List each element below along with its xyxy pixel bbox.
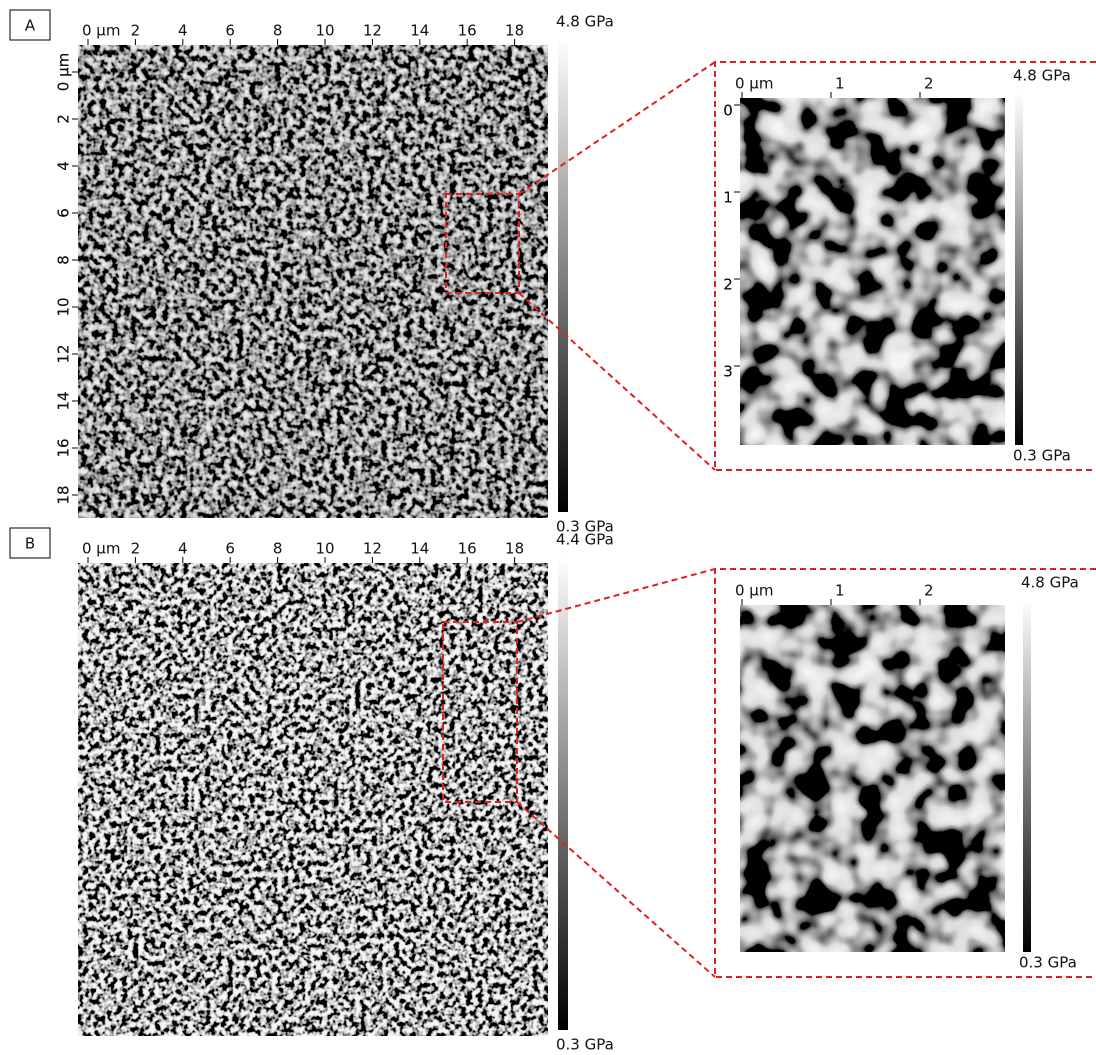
x-tick-label: 14 [410,22,429,40]
colorbar [1023,599,1031,952]
x-tick-label: 18 [505,540,524,558]
y-tick-label: 14 [55,391,73,410]
colorbar-max: 4.4 GPa [556,531,614,549]
x-tick-label: 0 µm [82,540,120,558]
x-tick-label: 1 [835,582,845,600]
x-tick-label: 10 [315,540,334,558]
colorbar-min: 0.3 GPa [556,1036,614,1054]
x-tick-label: 8 [273,540,283,558]
x-tick-label: 14 [410,540,429,558]
x-tick-label: 12 [363,540,382,558]
x-tick-label: 1 [835,75,845,93]
x-tick-label: 8 [273,22,283,40]
y-tick-label: 2 [55,114,73,124]
y-tick-label: 4 [55,161,73,171]
x-tick-label: 10 [315,22,334,40]
x-tick-label: 4 [178,540,188,558]
figure: A0 µm246810121416180 µm246810121416184.8… [0,0,1096,1055]
afm-image [78,45,548,518]
y-tick-label: 1 [723,189,733,207]
x-tick-label: 0 µm [735,582,773,600]
x-tick-label: 16 [458,22,477,40]
y-tick-label: 6 [55,208,73,218]
x-tick-label: 2 [131,540,141,558]
colorbar-max: 4.8 GPa [1021,574,1079,592]
y-tick-label: 0 µm [55,53,73,91]
panel-label: A [25,17,36,35]
colorbar-min: 0.3 GPa [1019,954,1077,972]
panel-label: B [25,535,35,553]
y-tick-label: 12 [55,344,73,363]
y-tick-label: 3 [723,363,733,381]
inset-image [740,98,1005,445]
y-tick-label: 10 [55,297,73,316]
inset-image [740,605,1005,952]
x-tick-label: 18 [505,22,524,40]
colorbar-max: 4.8 GPa [1013,67,1071,85]
x-tick-label: 2 [131,22,141,40]
x-tick-label: 2 [924,75,934,93]
colorbar [1015,92,1023,445]
colorbar-min: 0.3 GPa [1013,447,1071,465]
afm-image [78,563,548,1036]
x-tick-label: 12 [363,22,382,40]
y-tick-label: 2 [723,276,733,294]
x-tick-label: 6 [225,22,235,40]
x-tick-label: 2 [924,582,934,600]
x-tick-label: 16 [458,540,477,558]
x-tick-label: 0 µm [82,22,120,40]
colorbar-max: 4.8 GPa [556,13,614,31]
x-tick-label: 4 [178,22,188,40]
colorbar [558,556,568,1030]
y-tick-label: 16 [55,438,73,457]
y-tick-label: 8 [55,255,73,265]
colorbar [558,38,568,512]
x-tick-label: 0 µm [735,75,773,93]
y-tick-label: 18 [55,485,73,504]
y-tick-label: 0 [723,102,733,120]
x-tick-label: 6 [225,540,235,558]
